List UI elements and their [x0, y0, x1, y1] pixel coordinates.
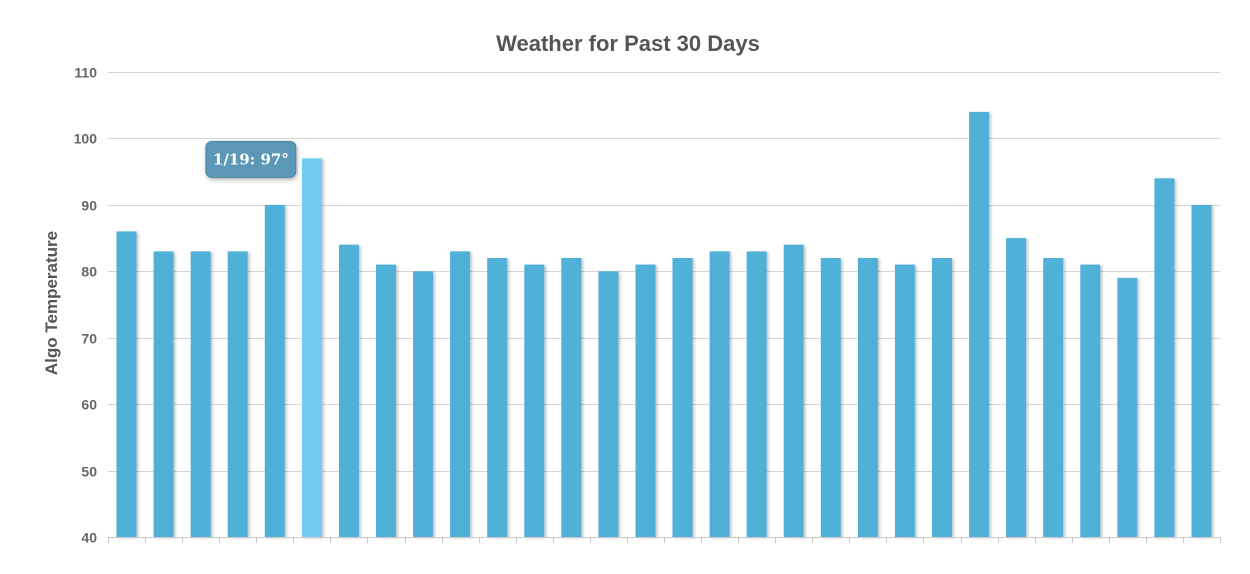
y-tick-label: 70 — [81, 331, 97, 347]
tooltip-label: 1/19: 97° — [213, 150, 289, 168]
bar[interactable] — [227, 251, 248, 537]
bar[interactable] — [1154, 178, 1175, 538]
bar[interactable] — [153, 251, 174, 537]
y-tick-label: 40 — [81, 530, 97, 546]
bar[interactable] — [672, 258, 693, 537]
bar[interactable] — [190, 251, 211, 537]
y-axis-ticks: 40 50 60 70 80 90 100 110 — [74, 65, 98, 546]
bar[interactable] — [857, 258, 878, 537]
y-tick-label: 80 — [81, 264, 97, 280]
bar[interactable] — [1117, 277, 1138, 537]
x-axis — [108, 537, 1221, 543]
y-tick-label: 60 — [81, 397, 97, 413]
bar[interactable] — [635, 264, 656, 537]
bar[interactable] — [450, 251, 471, 537]
bar[interactable] — [1191, 204, 1212, 537]
bar[interactable] — [709, 251, 730, 537]
y-tick-label: 110 — [74, 65, 97, 81]
bar[interactable] — [413, 271, 434, 537]
bar[interactable] — [561, 258, 582, 537]
bar[interactable] — [487, 258, 508, 537]
chart-title: Weather for Past 30 Days — [496, 31, 760, 56]
bar[interactable] — [1043, 258, 1064, 537]
tooltip: 1/19: 97° — [205, 140, 297, 178]
bar[interactable] — [1080, 264, 1101, 537]
y-tick-label: 90 — [81, 198, 97, 214]
bar[interactable] — [746, 251, 767, 537]
bar[interactable] — [1006, 238, 1027, 537]
y-tick-label: 50 — [81, 464, 97, 480]
bar[interactable] — [598, 271, 619, 537]
tooltip-box — [205, 140, 297, 178]
bar[interactable] — [932, 258, 952, 537]
bar[interactable] — [264, 204, 285, 537]
bar-highlighted[interactable] — [301, 158, 322, 537]
bar[interactable] — [116, 231, 137, 537]
bar[interactable] — [820, 258, 841, 537]
y-axis-label: Algo Temperature — [42, 231, 61, 375]
bars — [116, 111, 1212, 538]
bar[interactable] — [894, 264, 915, 537]
bar[interactable] — [969, 111, 990, 538]
bar[interactable] — [338, 244, 359, 537]
gridlines — [108, 72, 1220, 472]
bar[interactable] — [524, 264, 545, 537]
bar[interactable] — [783, 244, 804, 537]
bar[interactable] — [376, 264, 396, 537]
y-tick-label: 100 — [74, 131, 98, 147]
